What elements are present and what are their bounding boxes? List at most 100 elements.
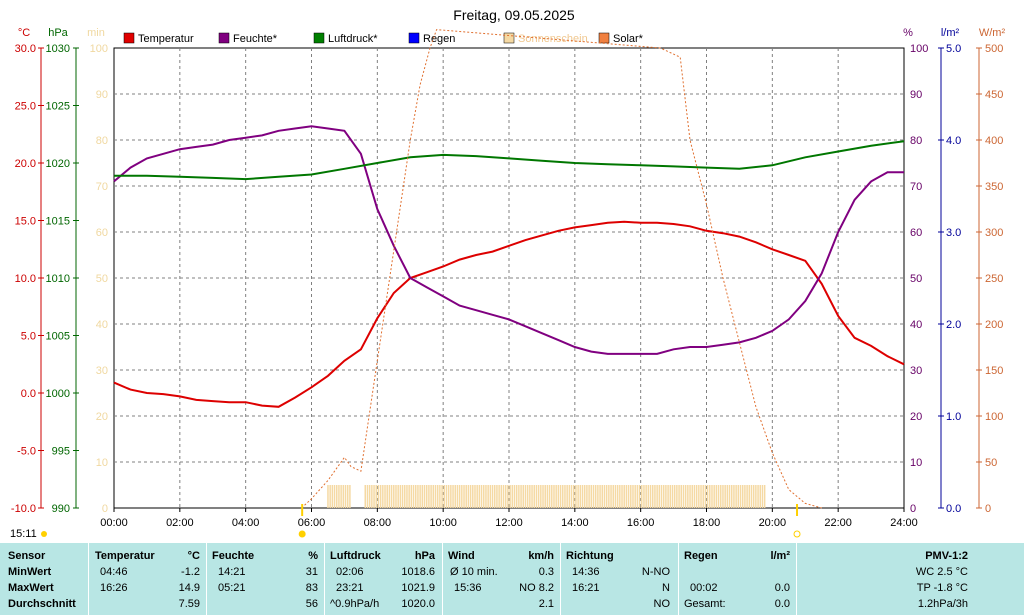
rain-max-value: 0.0 [774, 582, 790, 594]
pres-max-time: 23:21 [336, 582, 364, 594]
y-tick-label: 100 [910, 43, 928, 55]
temp-min-time: 04:46 [100, 566, 128, 578]
dir-max-value: N [662, 582, 670, 594]
sunrise-marker [298, 530, 306, 538]
y-tick-label: 1030 [46, 43, 70, 55]
x-tick-label: 08:00 [364, 517, 392, 529]
x-tick-label: 02:00 [166, 517, 194, 529]
y-tick-label: 90 [96, 89, 108, 101]
hum-min-value: 31 [305, 566, 318, 578]
stats-table: Sensor Temperatur °C Feuchte % Luftdruck… [0, 543, 1024, 615]
rain-max-time: 00:02 [690, 582, 718, 594]
header-pmv: PMV-1:2 [925, 550, 968, 562]
y-tick-label: 150 [985, 365, 1003, 377]
y-tick-label: 0 [985, 503, 991, 515]
x-tick-label: 22:00 [824, 517, 852, 529]
y-tick-label: 200 [985, 319, 1003, 331]
sunset-marker [793, 530, 801, 538]
y-tick-label: 990 [52, 503, 70, 515]
y-tick-label: 20 [910, 411, 922, 423]
y-tick-label: 70 [910, 181, 922, 193]
wind-min-value: 0.3 [538, 566, 554, 578]
header-temperature: Temperatur [95, 550, 155, 562]
wind-max-value: NO 8.2 [519, 582, 554, 594]
chart-axes: °C 30.0 25.0 20.0 15.0 10.0 5.0 0.0 -5.0 -10.0 hPa… [10, 27, 1005, 540]
dir-min-value: N-NO [641, 566, 670, 578]
pres-trend: ^0.9hPa/h [330, 598, 380, 610]
y-tick-label: 90 [910, 89, 922, 101]
legend-label: Luftdruck* [328, 33, 378, 45]
x-tick-label: 18:00 [693, 517, 721, 529]
y-tick-label: 0.0 [946, 503, 961, 515]
header-rain-unit: l/m² [770, 550, 790, 562]
legend-label: Regen [423, 33, 455, 45]
y-tick-label: 30.0 [15, 43, 36, 55]
y-tick-label: 0.0 [21, 388, 36, 400]
chart-title: Freitag, 09.05.2025 [453, 7, 575, 23]
legend-swatch [123, 32, 135, 44]
axis-unit-label: °C [18, 27, 30, 39]
axis-unit-label: hPa [48, 27, 68, 39]
temp-max-time: 16:26 [100, 582, 128, 594]
wind-max-time: 15:36 [454, 582, 482, 594]
y-tick-label: -10.0 [11, 503, 36, 515]
legend-label: Solar* [613, 33, 644, 45]
y-tick-label: 5.0 [946, 43, 961, 55]
header-humidity: Feuchte [212, 550, 255, 562]
current-time-label: 15:11 [10, 528, 37, 540]
x-tick-label: 10:00 [429, 517, 457, 529]
y-tick-label: 5.0 [21, 331, 36, 343]
y-tick-label: 80 [96, 135, 108, 147]
y-tick-label: 1010 [46, 273, 70, 285]
series-line-feuchte [113, 125, 904, 355]
y-tick-label: 15.0 [15, 216, 36, 228]
axis-unit-label: l/m² [941, 27, 960, 39]
temp-avg-value: 7.59 [178, 598, 200, 610]
x-tick-label: 06:00 [298, 517, 326, 529]
pres-max-value: 1021.9 [401, 582, 435, 594]
row-label: MaxWert [8, 582, 54, 594]
x-tick-label: 12:00 [495, 517, 523, 529]
y-tick-label: 1.0 [946, 411, 961, 423]
hum-min-time: 14:21 [218, 566, 246, 578]
y-tick-label: 70 [96, 181, 108, 193]
x-tick-label: 16:00 [627, 517, 655, 529]
y-tick-label: 60 [910, 227, 922, 239]
pmv-windchill: WC 2.5 °C [915, 566, 968, 578]
pres-min-time: 02:06 [336, 566, 364, 578]
y-tick-label: 10.0 [15, 273, 36, 285]
header-sensor: Sensor [8, 550, 46, 562]
y-tick-label: 2.0 [946, 319, 961, 331]
hum-max-time: 05:21 [218, 582, 246, 594]
y-tick-label: 50 [910, 273, 922, 285]
header-pressure: Luftdruck [330, 550, 381, 562]
y-tick-label: 350 [985, 181, 1003, 193]
y-tick-label: 30 [96, 365, 108, 377]
y-tick-label: 1000 [46, 388, 70, 400]
axis-unit-label: min [87, 27, 105, 39]
x-tick-label: 20:00 [759, 517, 787, 529]
series-lines [113, 29, 905, 509]
wind-min-time: Ø 10 min. [450, 566, 498, 578]
y-tick-label: 1020 [46, 158, 70, 170]
header-direction: Richtung [566, 550, 614, 562]
y-tick-label: 100 [90, 43, 108, 55]
y-tick-label: 40 [910, 319, 922, 331]
dir-min-time: 14:36 [572, 566, 600, 578]
y-tick-label: 500 [985, 43, 1003, 55]
y-tick-label: 1015 [46, 216, 70, 228]
pres-avg-value: 1020.0 [401, 598, 435, 610]
legend-label: Feuchte* [233, 33, 278, 45]
y-tick-label: 80 [910, 135, 922, 147]
y-tick-label: 0 [910, 503, 916, 515]
legend-swatch [503, 32, 515, 44]
legend-swatch [313, 32, 325, 44]
rain-total-label: Gesamt: [684, 598, 726, 610]
sunshine-bars [327, 485, 766, 508]
y-tick-label: 10 [910, 457, 922, 469]
rain-total-value: 0.0 [774, 598, 790, 610]
series-line-temperatur [113, 220, 905, 408]
y-tick-label: 30 [910, 365, 922, 377]
legend-swatch [218, 32, 230, 44]
series-line-luftdruck [114, 140, 905, 181]
